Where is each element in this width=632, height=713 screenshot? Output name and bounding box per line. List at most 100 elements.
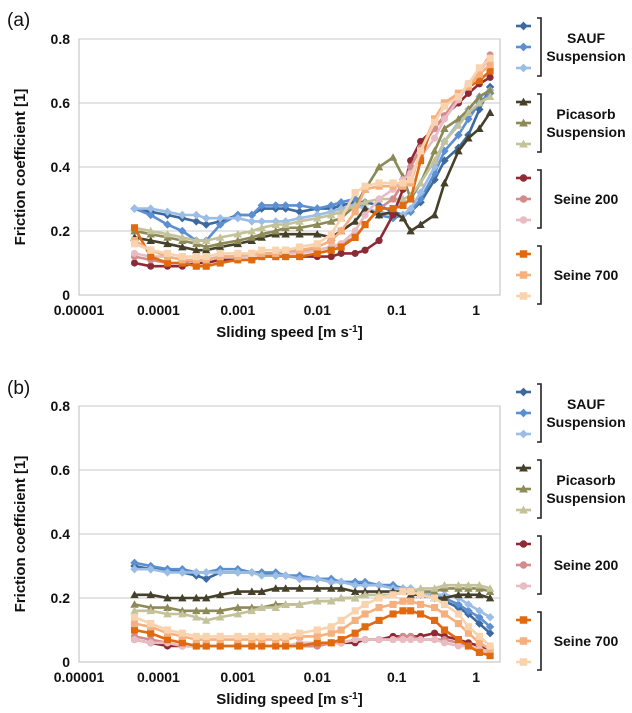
data-point <box>475 92 484 100</box>
data-point <box>464 581 473 589</box>
data-point <box>430 134 439 142</box>
data-point <box>417 600 425 608</box>
legend-swatch-marker <box>519 216 528 224</box>
data-point <box>202 642 210 650</box>
data-point <box>296 243 304 251</box>
data-point <box>475 124 484 132</box>
data-point <box>247 587 257 595</box>
data-point <box>388 153 398 161</box>
data-point <box>350 217 360 225</box>
data-point <box>178 609 187 618</box>
data-point <box>430 604 439 612</box>
data-point <box>454 93 463 101</box>
data-point <box>399 179 407 187</box>
data-point <box>440 593 449 602</box>
data-point <box>398 194 408 203</box>
x-tick-label: 0.1 <box>387 669 407 685</box>
data-point <box>130 590 139 599</box>
data-point <box>464 600 473 609</box>
x-tick-label: 0.01 <box>304 302 331 318</box>
data-point <box>192 606 201 615</box>
data-point <box>327 584 336 592</box>
data-point <box>130 259 139 267</box>
data-point <box>417 610 425 618</box>
data-point <box>257 217 266 226</box>
data-point <box>327 237 335 245</box>
data-point <box>440 137 449 145</box>
data-point <box>351 189 359 197</box>
data-point <box>202 214 211 223</box>
data-point <box>248 632 256 640</box>
data-point <box>216 259 224 267</box>
data-point <box>475 619 484 628</box>
data-point <box>202 242 211 251</box>
data-point <box>475 581 484 589</box>
data-point <box>216 568 225 577</box>
panel-label: (b) <box>7 378 30 399</box>
data-point <box>147 262 155 270</box>
data-point <box>440 124 449 132</box>
data-point <box>486 73 494 81</box>
data-point <box>327 577 336 587</box>
data-point <box>361 211 369 219</box>
legend-swatch-marker <box>519 582 528 590</box>
data-point <box>248 642 256 650</box>
data-point <box>327 597 336 605</box>
data-point <box>350 587 360 595</box>
data-point <box>130 636 139 644</box>
legend-swatch-marker <box>519 408 528 418</box>
data-point <box>406 226 415 235</box>
data-point <box>416 194 425 204</box>
data-point <box>351 233 359 241</box>
data-point <box>464 629 472 637</box>
data-point <box>192 253 200 261</box>
data-point <box>337 616 345 624</box>
data-point <box>375 594 383 602</box>
legend-label: Seine 200 <box>554 557 619 573</box>
data-point <box>475 590 484 599</box>
data-point <box>454 114 463 123</box>
data-point <box>130 613 139 621</box>
data-point <box>351 208 359 216</box>
legend-swatch-marker <box>519 21 528 31</box>
data-point <box>351 249 359 257</box>
legend-swatch-marker <box>519 463 528 472</box>
data-point <box>389 591 397 599</box>
data-point <box>272 632 280 640</box>
data-point <box>130 606 139 615</box>
data-point <box>178 593 187 602</box>
legend-label: SAUF <box>567 396 606 412</box>
data-point <box>130 626 139 634</box>
legend-bracket <box>537 535 542 595</box>
data-point <box>192 613 201 621</box>
data-point <box>202 632 210 640</box>
data-point <box>374 581 384 590</box>
data-point <box>485 584 495 592</box>
data-point <box>313 204 322 213</box>
data-point <box>454 146 463 155</box>
data-point <box>192 568 201 577</box>
data-point <box>248 256 256 264</box>
data-point <box>130 600 139 608</box>
data-point <box>440 115 449 123</box>
data-point <box>440 146 449 156</box>
legend-swatch-marker <box>519 505 528 514</box>
x-axis-title: Sliding speed [m s-1] <box>216 324 362 342</box>
data-point <box>202 568 211 577</box>
series-12 <box>130 588 494 650</box>
legend-swatch-marker <box>519 195 528 203</box>
data-point <box>375 195 383 203</box>
data-point <box>416 178 425 187</box>
data-point <box>282 253 290 261</box>
data-point <box>360 581 370 590</box>
data-point <box>417 636 425 644</box>
data-point <box>216 233 225 241</box>
data-point <box>454 600 463 609</box>
legend-bracket <box>537 245 542 305</box>
data-point <box>257 603 266 611</box>
legend-swatch-marker <box>519 292 528 300</box>
legend-bracket <box>537 611 542 671</box>
data-point <box>216 214 225 223</box>
data-point <box>475 639 483 647</box>
data-point <box>281 230 290 238</box>
